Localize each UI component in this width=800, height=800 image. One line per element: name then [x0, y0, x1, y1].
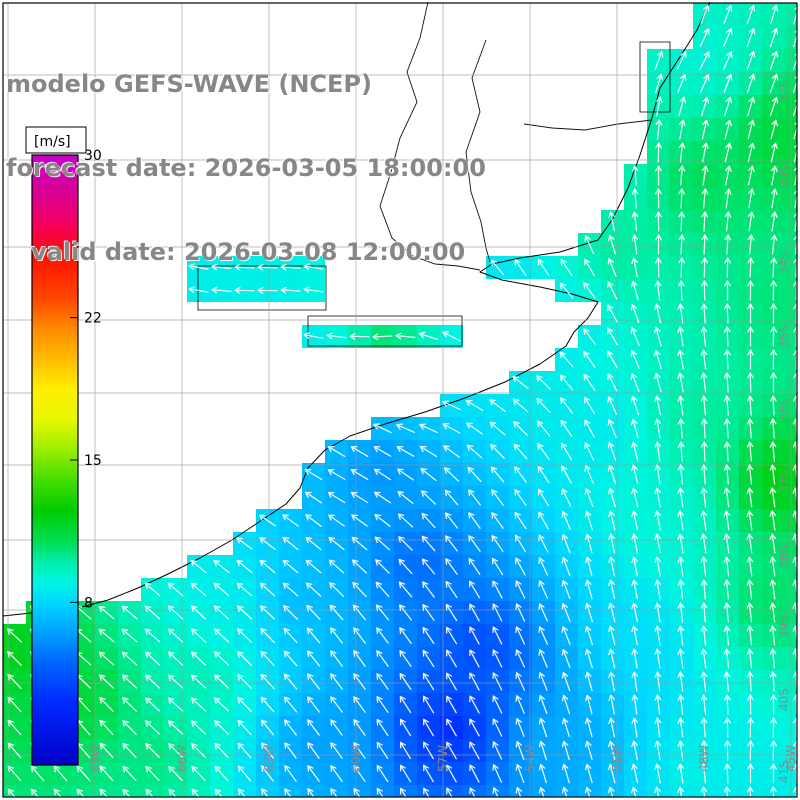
lat-tick-label: 32S	[777, 80, 791, 103]
lon-tick-label: 45W	[784, 745, 798, 772]
lon-tick-label: 54W	[523, 745, 537, 772]
lat-tick-label: 33S	[777, 165, 791, 188]
border-line	[465, 39, 491, 263]
lat-tick-label: 35S	[777, 325, 791, 348]
lat-tick-label: 41S	[777, 760, 791, 783]
title-block: modelo GEFS-WAVE (NCEP) forecast date: 2…	[6, 14, 486, 322]
colorbar: 30 22 15 8 [m/s]	[25, 126, 102, 766]
colorbar-tick-label: 15	[84, 453, 102, 469]
colorbar-unit-label: [m/s]	[34, 134, 71, 150]
forecast-date: forecast date: 2026-03-05 18:00:00	[6, 154, 486, 182]
lon-tick-label: 69W	[88, 745, 102, 772]
valid-date: valid date: 2026-03-08 12:00:00	[6, 238, 466, 266]
lon-tick-label: 60W	[349, 745, 363, 772]
axis-labels: 69W 66W 63W 60W 57W 54W 51W 48W 45W 32S 33S 34S 35S 3…	[88, 80, 798, 783]
border-line	[379, 1, 481, 271]
lon-tick-label: 66W	[175, 745, 189, 772]
border-line	[523, 119, 653, 131]
lat-tick-label: 38S	[777, 545, 791, 568]
coastline-path	[2, 1, 711, 617]
lon-tick-label: 63W	[262, 745, 276, 772]
model-title: modelo GEFS-WAVE (NCEP)	[6, 70, 372, 98]
inland-water-outline	[639, 41, 671, 113]
lat-tick-label: 40S	[777, 688, 791, 711]
colorbar-unit-box	[25, 126, 87, 154]
colorbar-tick-label: 30	[84, 148, 102, 164]
lat-tick-label: 39S	[777, 615, 791, 638]
wind-direction-arrows	[6, 4, 800, 800]
colorbar-tick-label: 22	[84, 311, 102, 327]
lon-tick-label: 51W	[610, 745, 624, 772]
lat-tick-label: 34S	[777, 252, 791, 275]
lat-tick-label: 36S	[777, 398, 791, 421]
lon-tick-label: 48W	[697, 745, 711, 772]
lat-tick-label: 37S	[777, 470, 791, 493]
lon-tick-label: 57W	[436, 745, 450, 772]
colorbar-tick-label: 8	[84, 595, 93, 611]
